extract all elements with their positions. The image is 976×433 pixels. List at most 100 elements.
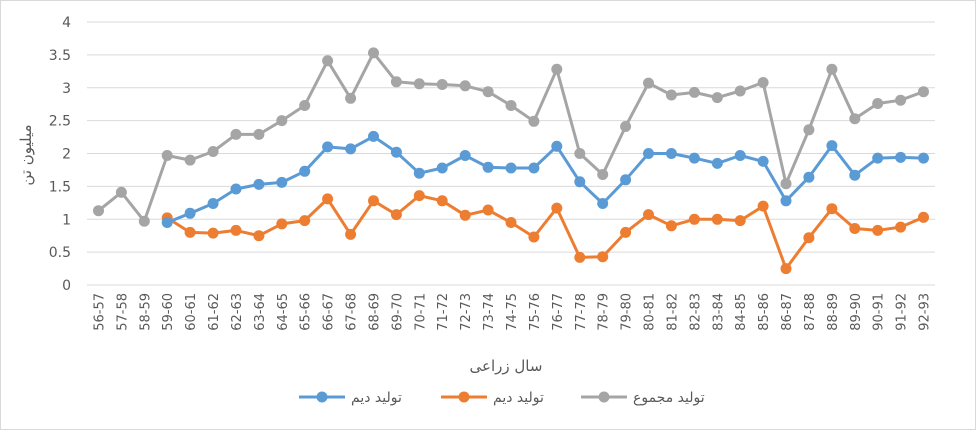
series-1	[161, 190, 929, 275]
data-point	[322, 193, 334, 205]
data-point	[849, 113, 861, 125]
data-point	[711, 213, 723, 225]
data-point	[253, 128, 265, 140]
data-point	[551, 140, 563, 152]
data-point	[184, 226, 196, 238]
data-point	[505, 100, 517, 111]
data-point	[665, 220, 677, 232]
data-point	[895, 221, 907, 233]
data-point	[505, 162, 517, 174]
data-point	[505, 217, 517, 228]
y-tick-label: 1	[62, 212, 71, 228]
data-point	[115, 186, 127, 198]
x-tick-label: 56-57	[92, 293, 107, 331]
data-point	[574, 148, 586, 159]
series-line	[166, 194, 925, 271]
data-point	[413, 167, 425, 179]
data-point	[207, 227, 219, 239]
data-point	[459, 150, 471, 161]
x-tick-label: 86-87	[780, 293, 795, 331]
data-point	[665, 89, 677, 101]
data-point	[872, 224, 884, 236]
x-tick-label: 60-61	[184, 293, 199, 331]
data-point	[482, 204, 494, 216]
x-tick-label: 59-60	[161, 293, 176, 331]
data-point	[161, 150, 173, 161]
data-point	[368, 47, 379, 59]
y-tick-label: 2	[62, 147, 71, 163]
data-point	[230, 128, 242, 140]
legend-item: تولید مجموع	[581, 390, 705, 406]
data-point	[528, 231, 540, 243]
data-point	[345, 92, 357, 104]
data-point	[918, 211, 929, 223]
data-point	[643, 148, 654, 159]
data-point	[93, 205, 104, 217]
data-point	[436, 195, 448, 207]
data-point	[459, 209, 471, 221]
data-point	[299, 100, 311, 111]
data-point	[574, 176, 586, 188]
data-point	[918, 86, 929, 98]
x-tick-label: 70-71	[413, 293, 428, 331]
data-point	[230, 224, 242, 236]
legend-label: تولید دیم	[493, 390, 544, 406]
data-point	[574, 251, 586, 263]
data-point	[780, 195, 792, 207]
x-tick-label: 67-68	[345, 293, 360, 331]
legend-swatch-marker	[598, 391, 610, 403]
data-point	[368, 195, 379, 207]
data-point	[757, 155, 769, 167]
data-point	[826, 203, 838, 215]
data-point	[688, 152, 700, 164]
data-point	[688, 213, 700, 225]
data-point	[276, 115, 288, 127]
data-point	[734, 150, 746, 161]
x-tick-label: 78-79	[597, 293, 612, 331]
x-tick-label: 57-58	[115, 293, 130, 331]
x-axis-label: سال زراعی	[470, 357, 543, 375]
data-point	[620, 226, 632, 238]
data-point	[253, 178, 265, 190]
x-tick-label: 62-63	[230, 293, 245, 331]
x-tick-label: 91-92	[895, 293, 910, 331]
data-point	[849, 223, 861, 234]
data-point	[207, 198, 219, 209]
data-point	[620, 121, 632, 132]
data-point	[757, 200, 769, 212]
x-tick-label: 69-70	[390, 293, 405, 331]
data-point	[528, 162, 540, 174]
data-point	[299, 215, 311, 227]
x-tick-label: 82-83	[688, 293, 703, 331]
y-tick-label: 2.5	[49, 114, 71, 130]
data-point	[780, 263, 792, 275]
x-tick-label: 65-66	[299, 293, 314, 331]
x-tick-label: 75-76	[528, 293, 543, 331]
x-tick-label: 64-65	[276, 293, 291, 331]
legend-item: تولید دیم	[441, 390, 544, 406]
data-point	[918, 152, 929, 164]
data-point	[665, 148, 677, 159]
y-tick-label: 3.5	[49, 48, 71, 64]
data-point	[643, 77, 654, 89]
data-point	[895, 151, 907, 163]
data-point	[803, 232, 815, 244]
data-point	[688, 86, 700, 98]
data-point	[757, 77, 769, 88]
data-point	[482, 161, 494, 173]
x-tick-label: 88-89	[826, 293, 841, 331]
x-tick-label: 87-88	[803, 293, 818, 331]
data-point	[184, 154, 196, 166]
legend: تولید دیم تولید دیم تولید مجموع	[299, 390, 705, 406]
data-point	[253, 230, 265, 242]
data-point	[643, 209, 654, 221]
data-point	[390, 76, 402, 88]
data-point	[459, 80, 471, 92]
data-point	[413, 78, 425, 90]
series-line	[166, 134, 924, 224]
y-tick-label: 1.5	[49, 179, 71, 195]
data-point	[895, 94, 907, 106]
data-point	[138, 215, 150, 227]
x-tick-label: 63-64	[253, 293, 268, 331]
